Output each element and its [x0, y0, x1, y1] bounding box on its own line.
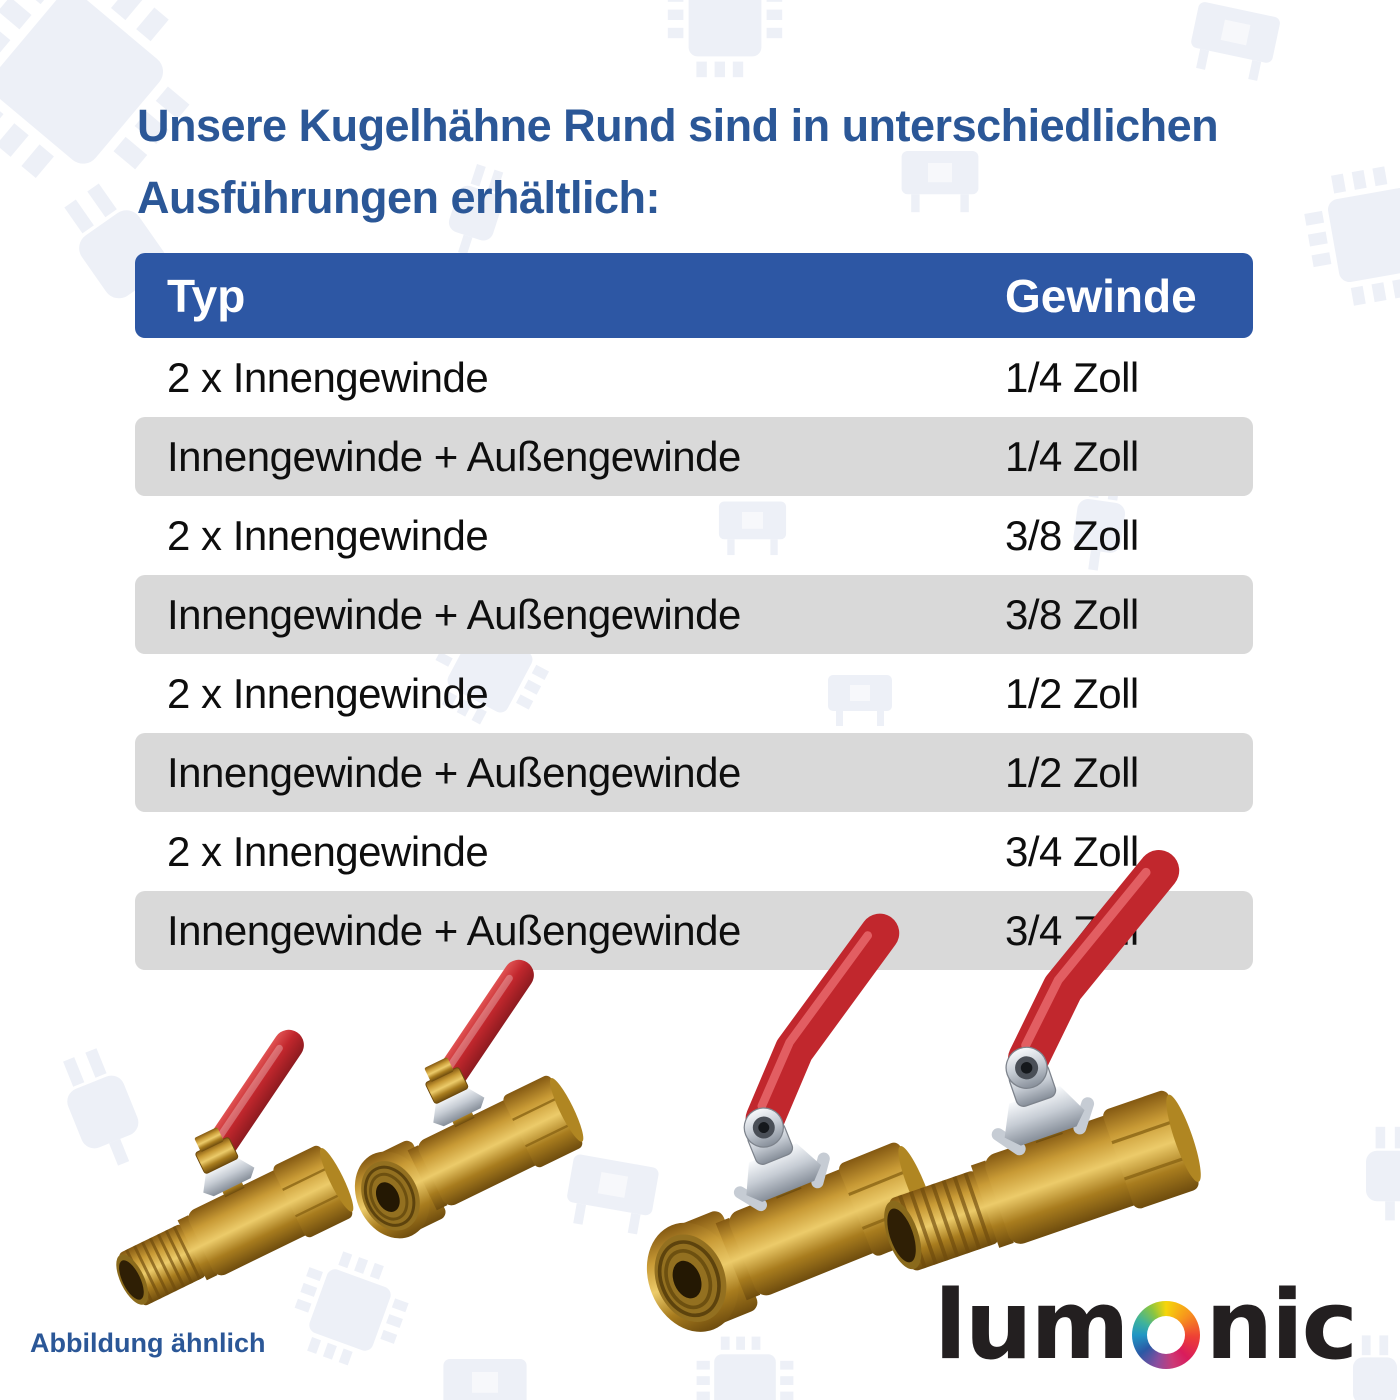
row-gewinde: 1/2 Zoll	[1005, 748, 1139, 796]
disclaimer-text: Abbildung ähnlich	[30, 1328, 266, 1358]
row-typ: 2 x Innengewinde	[167, 353, 489, 401]
logo-text-nic: nic	[1205, 1271, 1358, 1381]
table-header-row: Typ Gewinde	[135, 253, 1253, 338]
logo-color-ring-o-icon	[1132, 1300, 1201, 1369]
page-title-line1: Unsere Kugelhähne Rund sind in unterschi…	[137, 100, 1219, 151]
table-row: 2 x Innengewinde 3/4 Zoll	[135, 812, 1253, 891]
table-row: 2 x Innengewinde 1/2 Zoll	[135, 654, 1253, 733]
variants-table: Typ Gewinde 2 x Innengewinde 1/4 Zoll In…	[135, 253, 1253, 970]
table-row: Innengewinde + Außengewinde 1/2 Zoll	[135, 733, 1253, 812]
table-row: Innengewinde + Außengewinde 1/4 Zoll	[135, 417, 1253, 496]
table-header-gewinde: Gewinde	[1005, 269, 1197, 322]
row-gewinde: 3/8 Zoll	[1005, 511, 1139, 559]
row-typ: 2 x Innengewinde	[167, 827, 489, 875]
row-gewinde: 1/4 Zoll	[1005, 432, 1139, 480]
row-gewinde: 3/8 Zoll	[1005, 590, 1139, 638]
page-title: Unsere Kugelhähne Rund sind in unterschi…	[137, 90, 1219, 234]
table-row: Innengewinde + Außengewinde 3/4 Zoll	[135, 891, 1253, 970]
brand-logo: lum nic	[934, 1271, 1358, 1381]
table-header-typ: Typ	[167, 269, 246, 322]
page-title-line2: Ausführungen erhältlich:	[137, 172, 661, 223]
row-typ: 2 x Innengewinde	[167, 511, 489, 559]
row-typ: Innengewinde + Außengewinde	[167, 748, 741, 796]
table-row: 2 x Innengewinde 3/8 Zoll	[135, 496, 1253, 575]
row-typ: Innengewinde + Außengewinde	[167, 906, 741, 954]
row-gewinde: 1/4 Zoll	[1005, 353, 1139, 401]
row-typ: 2 x Innengewinde	[167, 669, 489, 717]
row-typ: Innengewinde + Außengewinde	[167, 590, 741, 638]
logo-text-lum: lum	[934, 1271, 1129, 1381]
table-row: Innengewinde + Außengewinde 3/8 Zoll	[135, 575, 1253, 654]
table-row: 2 x Innengewinde 1/4 Zoll	[135, 338, 1253, 417]
logo-ring-hole	[1147, 1315, 1186, 1354]
row-gewinde: 3/4 Zoll	[1005, 827, 1139, 875]
row-gewinde: 1/2 Zoll	[1005, 669, 1139, 717]
valve-photo-small-male	[107, 1017, 362, 1313]
row-typ: Innengewinde + Außengewinde	[167, 432, 741, 480]
